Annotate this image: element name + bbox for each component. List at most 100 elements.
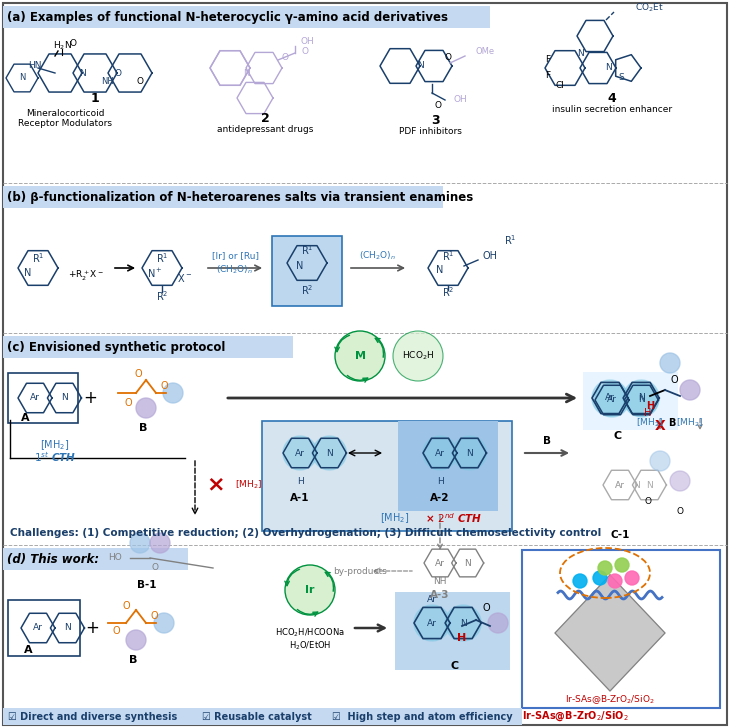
Text: N: N bbox=[24, 268, 31, 278]
Text: X: X bbox=[655, 419, 665, 433]
Text: Ir-SAs@B-ZrO$_2$/SiO$_2$: Ir-SAs@B-ZrO$_2$/SiO$_2$ bbox=[565, 694, 655, 706]
Text: [MH$_2$]: [MH$_2$] bbox=[235, 479, 262, 491]
Text: H: H bbox=[646, 401, 654, 411]
Text: [Ir] or [Ru]: [Ir] or [Ru] bbox=[212, 251, 258, 261]
Text: R$^2$: R$^2$ bbox=[155, 289, 168, 303]
Text: ☑ Reusable catalyst: ☑ Reusable catalyst bbox=[202, 711, 312, 721]
Polygon shape bbox=[592, 380, 628, 416]
Text: Cl: Cl bbox=[556, 82, 564, 90]
Text: H: H bbox=[296, 477, 304, 486]
Circle shape bbox=[680, 380, 700, 400]
Circle shape bbox=[163, 383, 183, 403]
Text: Challenges: (1) Competitive reduction; (2) Overhydrogenation; (3) Difficult chem: Challenges: (1) Competitive reduction; (… bbox=[10, 528, 602, 538]
Text: +: + bbox=[83, 389, 97, 407]
Text: Ar: Ar bbox=[605, 394, 615, 403]
Bar bbox=[3, 708, 522, 725]
Text: O: O bbox=[69, 39, 77, 47]
Text: (CH$_2$O)$_n$: (CH$_2$O)$_n$ bbox=[359, 250, 396, 262]
Circle shape bbox=[625, 571, 639, 585]
Text: O: O bbox=[645, 496, 651, 505]
Bar bbox=[395, 592, 510, 670]
Text: R$^2$: R$^2$ bbox=[442, 285, 454, 299]
Text: HCO$_2$H: HCO$_2$H bbox=[402, 349, 434, 363]
Text: B-1: B-1 bbox=[137, 580, 157, 590]
Text: F: F bbox=[545, 71, 550, 79]
Text: OH: OH bbox=[483, 251, 498, 261]
Circle shape bbox=[154, 613, 174, 633]
Circle shape bbox=[650, 451, 670, 471]
Text: Ar: Ar bbox=[427, 619, 437, 628]
Text: N: N bbox=[604, 63, 612, 73]
Text: H$_2$O/EtOH: H$_2$O/EtOH bbox=[289, 640, 331, 652]
Text: 1: 1 bbox=[91, 92, 99, 105]
Text: Mineralocorticoid: Mineralocorticoid bbox=[26, 109, 104, 119]
Text: R$^1$: R$^1$ bbox=[442, 249, 454, 263]
Polygon shape bbox=[595, 383, 629, 417]
Text: M: M bbox=[355, 351, 366, 361]
Bar bbox=[3, 186, 443, 208]
Bar bbox=[8, 373, 78, 423]
Text: O: O bbox=[134, 369, 142, 379]
Text: A: A bbox=[20, 413, 29, 423]
Bar bbox=[398, 421, 498, 511]
Text: R$^1$: R$^1$ bbox=[155, 251, 168, 265]
Text: insulin secretion enhancer: insulin secretion enhancer bbox=[552, 106, 672, 114]
Text: 2: 2 bbox=[261, 111, 269, 124]
Polygon shape bbox=[423, 436, 457, 470]
Text: N: N bbox=[460, 619, 466, 628]
Text: A-2: A-2 bbox=[430, 493, 450, 503]
Text: O: O bbox=[483, 603, 490, 613]
Text: NH: NH bbox=[433, 577, 447, 585]
Circle shape bbox=[393, 331, 443, 381]
Bar bbox=[272, 236, 342, 306]
Circle shape bbox=[598, 561, 612, 575]
Text: F: F bbox=[545, 55, 550, 65]
Text: N: N bbox=[19, 74, 26, 82]
Text: (d) This work:: (d) This work: bbox=[7, 553, 99, 566]
Text: N: N bbox=[646, 480, 653, 489]
Text: OMe: OMe bbox=[476, 47, 495, 57]
Text: R$^2$: R$^2$ bbox=[301, 283, 313, 297]
Text: X$^-$: X$^-$ bbox=[177, 272, 193, 284]
Text: +R$_2^+$X$^-$: +R$_2^+$X$^-$ bbox=[68, 269, 104, 283]
Bar bbox=[583, 372, 678, 430]
Circle shape bbox=[335, 331, 385, 381]
Circle shape bbox=[593, 571, 607, 585]
Circle shape bbox=[488, 613, 508, 633]
Text: N: N bbox=[577, 50, 585, 58]
Text: H: H bbox=[458, 633, 466, 643]
Polygon shape bbox=[414, 605, 450, 641]
Circle shape bbox=[285, 565, 335, 615]
Text: (c) Envisioned synthetic protocol: (c) Envisioned synthetic protocol bbox=[7, 341, 226, 354]
Text: [MH$_2$]: [MH$_2$] bbox=[677, 416, 704, 430]
Text: 3: 3 bbox=[431, 114, 439, 127]
Text: OH: OH bbox=[300, 38, 314, 47]
Bar bbox=[8, 600, 80, 656]
Polygon shape bbox=[453, 436, 486, 470]
Text: Ar: Ar bbox=[295, 448, 305, 457]
Text: N: N bbox=[633, 480, 639, 489]
Text: HCO$_2$H/HCOONa: HCO$_2$H/HCOONa bbox=[275, 627, 345, 639]
Text: +: + bbox=[85, 619, 99, 637]
Text: NH: NH bbox=[101, 76, 115, 85]
Text: HO: HO bbox=[108, 553, 122, 563]
Text: by-products: by-products bbox=[333, 566, 387, 576]
Text: $\mathbf{\times}$ $2^{nd}$ CTH: $\mathbf{\times}$ $2^{nd}$ CTH bbox=[425, 511, 483, 525]
Text: CO$_2$Et: CO$_2$Et bbox=[635, 1, 664, 15]
Circle shape bbox=[130, 533, 150, 553]
Text: N: N bbox=[64, 623, 71, 633]
Text: Ar: Ar bbox=[615, 480, 625, 489]
Text: 4: 4 bbox=[607, 92, 616, 105]
Text: A-1: A-1 bbox=[291, 493, 310, 503]
Text: ☑ Direct and diverse synthesis: ☑ Direct and diverse synthesis bbox=[8, 711, 177, 721]
Text: A-3: A-3 bbox=[430, 590, 450, 600]
Text: O: O bbox=[150, 611, 158, 621]
Text: C: C bbox=[451, 661, 459, 671]
Text: O: O bbox=[301, 47, 309, 57]
Text: R$^1$: R$^1$ bbox=[301, 243, 313, 257]
Circle shape bbox=[670, 471, 690, 491]
Text: Ir: Ir bbox=[305, 585, 315, 595]
Text: O: O bbox=[122, 601, 130, 611]
Text: N: N bbox=[437, 265, 444, 275]
Text: $\mathbf{\times}$: $\mathbf{\times}$ bbox=[206, 475, 224, 495]
